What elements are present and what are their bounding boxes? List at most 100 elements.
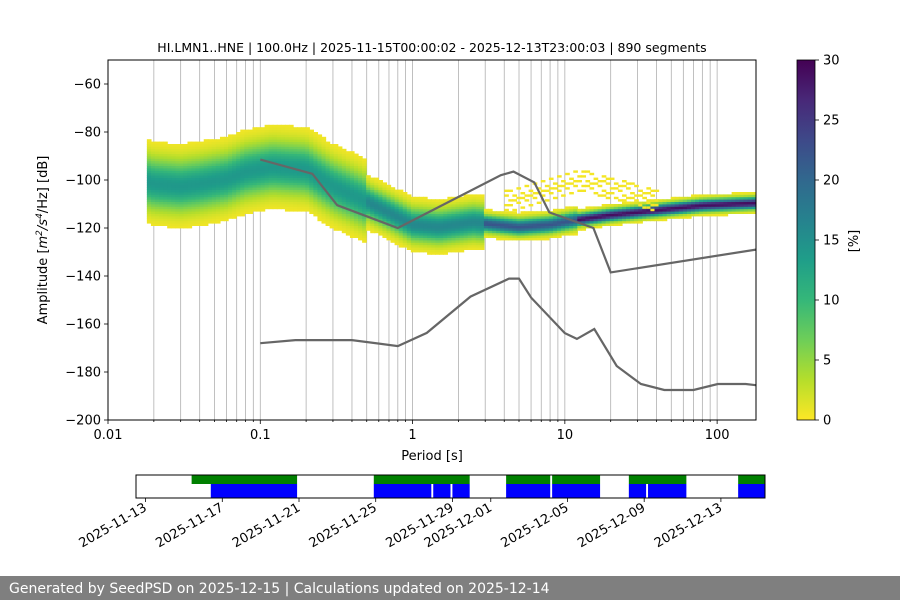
- density-cell: [228, 156, 233, 159]
- density-cell: [207, 194, 213, 198]
- density-cell: [337, 182, 343, 186]
- density-cell: [471, 228, 477, 231]
- density-cell: [455, 232, 461, 236]
- density-cell: [674, 199, 680, 202]
- density-cell: [232, 158, 237, 162]
- density-cell: [219, 156, 225, 159]
- density-cell: [589, 223, 595, 226]
- density-cell: [353, 192, 359, 195]
- density-cell: [609, 213, 615, 217]
- density-cell: [289, 189, 294, 193]
- density-cell: [211, 151, 217, 154]
- density-cell: [617, 204, 623, 207]
- density-cell: [353, 204, 359, 207]
- density-cell: [293, 160, 298, 164]
- density-cell: [463, 199, 469, 202]
- density-cell: [244, 182, 249, 186]
- density-cell: [293, 201, 298, 205]
- density-cell: [552, 230, 558, 234]
- density-cell: [207, 204, 213, 207]
- density-cell: [150, 187, 156, 190]
- density-cell: [248, 136, 254, 140]
- density-cell: [374, 223, 379, 226]
- density-cell: [301, 196, 306, 200]
- density-cell: [386, 220, 392, 224]
- density-cell: [260, 208, 266, 212]
- density-cell: [459, 230, 465, 234]
- density-cell: [317, 208, 323, 212]
- density-cell: [276, 194, 282, 198]
- density-cell: [163, 160, 168, 164]
- density-cell: [341, 170, 347, 174]
- density-cell: [439, 240, 444, 243]
- density-cell: [187, 220, 193, 224]
- density-cell: [219, 146, 225, 150]
- density-cell: [520, 228, 526, 231]
- density-cell: [585, 170, 591, 173]
- density-cell: [240, 184, 245, 188]
- density-cell: [557, 211, 562, 214]
- density-cell: [691, 204, 696, 207]
- colorbar-tick-label: 0: [823, 414, 831, 429]
- density-cell: [423, 208, 428, 212]
- density-cell: [581, 208, 587, 212]
- density-cell: [654, 199, 660, 202]
- density-cell: [203, 184, 209, 188]
- density-cell: [544, 235, 550, 238]
- density-cell: [179, 216, 185, 219]
- density-cell: [280, 160, 286, 164]
- density-cell: [187, 194, 193, 198]
- density-cell: [366, 192, 371, 195]
- density-cell: [297, 208, 302, 212]
- density-cell: [203, 220, 209, 224]
- density-cell: [723, 201, 729, 205]
- density-cell: [248, 180, 254, 183]
- density-cell: [203, 139, 209, 142]
- density-cell: [207, 182, 213, 186]
- density-cell: [313, 187, 319, 190]
- density-cell: [601, 206, 607, 210]
- density-cell: [447, 237, 453, 241]
- density-cell: [366, 213, 371, 217]
- density-cell: [167, 153, 172, 157]
- density-cell: [463, 196, 469, 200]
- density-cell: [203, 168, 209, 171]
- density-cell: [187, 163, 193, 166]
- density-cell: [260, 184, 266, 188]
- density-cell: [187, 141, 193, 145]
- density-cell: [593, 208, 599, 212]
- density-cell: [309, 211, 314, 214]
- density-cell: [207, 213, 213, 217]
- density-cell: [228, 168, 233, 171]
- density-cell: [321, 194, 327, 198]
- density-cell: [390, 230, 396, 234]
- density-cell: [317, 204, 323, 207]
- density-cell: [423, 223, 428, 226]
- density-cell: [475, 242, 481, 246]
- density-cell: [293, 184, 298, 188]
- density-cell: [739, 194, 745, 198]
- density-cell: [272, 187, 278, 190]
- density-cell: [386, 216, 392, 219]
- density-cell: [187, 175, 193, 178]
- density-cell: [374, 204, 379, 207]
- density-cell: [536, 232, 542, 236]
- density-cell: [305, 151, 310, 154]
- density-cell: [479, 211, 485, 214]
- density-cell: [150, 172, 156, 176]
- density-cell: [435, 252, 440, 255]
- density-cell: [244, 134, 249, 138]
- density-cell: [199, 192, 205, 195]
- density-cell: [731, 192, 737, 195]
- density-cell: [528, 232, 534, 236]
- density-cell: [695, 211, 700, 214]
- density-cell: [305, 163, 310, 166]
- density-cell: [325, 201, 331, 205]
- density-cell: [199, 220, 205, 224]
- density-cell: [573, 180, 578, 183]
- density-cell: [544, 230, 550, 234]
- density-cell: [565, 187, 570, 190]
- density-cell: [256, 144, 262, 147]
- density-cell: [459, 249, 465, 253]
- density-cell: [146, 141, 152, 145]
